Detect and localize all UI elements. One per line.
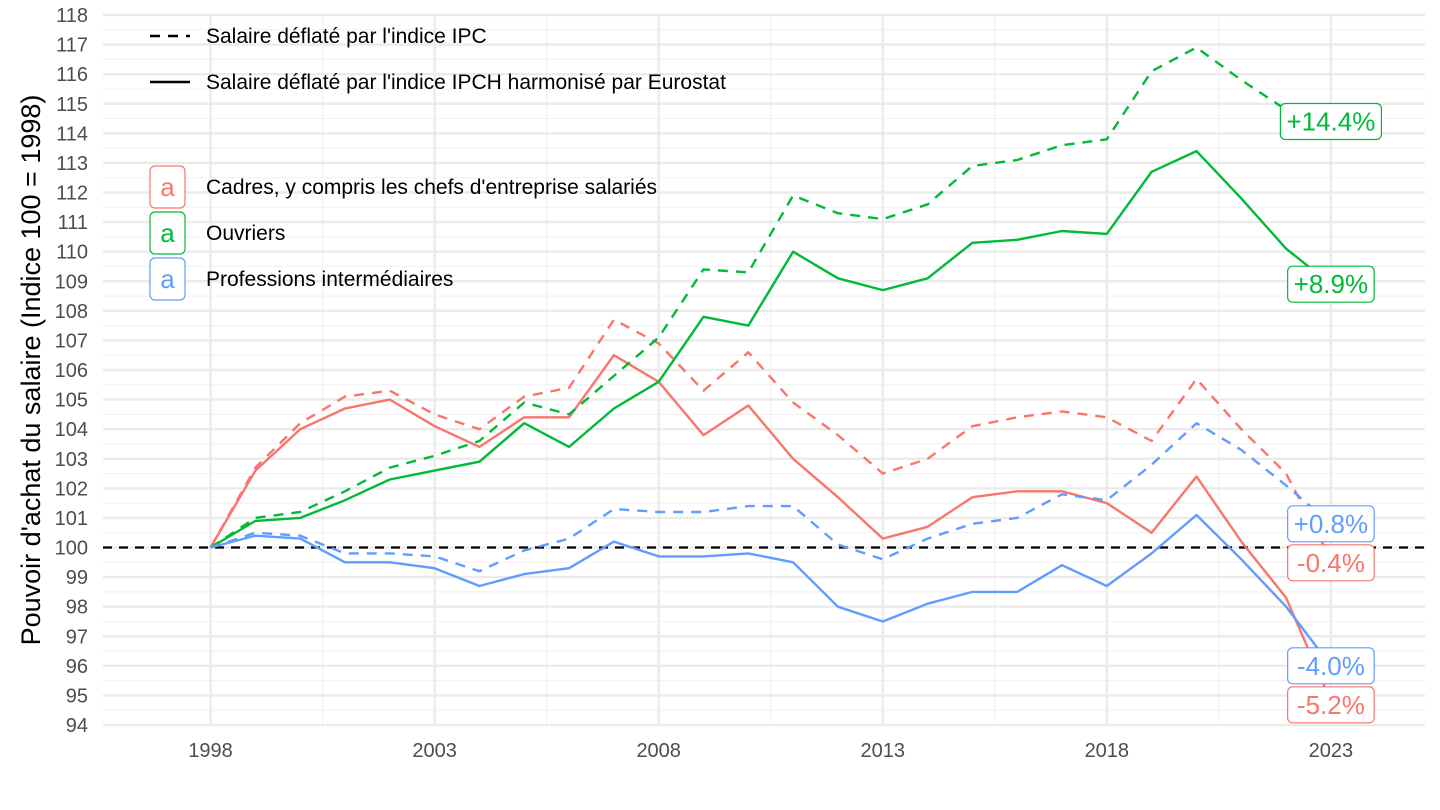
end-label: +0.8%	[1287, 505, 1375, 543]
end-labels: +14.4% +8.9% +0.8% -0.4% -4.0% -5.2%	[1279, 102, 1382, 724]
series-lines	[209, 46, 1333, 702]
y-tick-label: 99	[66, 567, 88, 589]
axes: 1998 2003 2008 2013 2018 2023 94 95 96 97 98 99 100 1…	[55, 5, 1354, 762]
y-tick-label: 101	[55, 508, 88, 530]
y-tick-label: 116	[56, 64, 88, 86]
end-label: +8.9%	[1287, 265, 1375, 303]
y-tick-label: 97	[66, 626, 88, 648]
y-tick-label: 105	[55, 390, 88, 412]
series-line	[210, 513, 1332, 667]
y-tick-label: 114	[56, 123, 88, 145]
end-label-text: -0.4%	[1297, 548, 1365, 578]
y-tick-label: 113	[56, 153, 88, 175]
y-tick-label: 95	[66, 685, 88, 707]
y-tick-label: 104	[55, 419, 88, 441]
y-tick-label: 117	[56, 35, 88, 57]
series-line	[209, 318, 1332, 560]
end-label-text: -5.2%	[1297, 690, 1365, 720]
legend-key-glyph: a	[160, 264, 175, 294]
end-label-text: +8.9%	[1294, 269, 1368, 299]
end-label-text: +14.4%	[1286, 107, 1375, 137]
y-tick-label: 96	[66, 656, 88, 678]
end-label-box	[1287, 265, 1375, 303]
grid-lines	[103, 13, 1425, 727]
end-label-box	[1287, 544, 1375, 582]
y-tick-label: 111	[58, 212, 88, 234]
legend-color-key	[149, 165, 186, 209]
end-label: +14.4%	[1279, 102, 1382, 141]
series-line	[209, 354, 1333, 702]
legend-label: Cadres, y compris les chefs d'entreprise…	[206, 176, 657, 199]
y-tick-label: 102	[55, 478, 88, 500]
end-label: -0.4%	[1287, 544, 1375, 582]
legend-key-glyph: a	[160, 218, 175, 248]
series-line	[209, 149, 1332, 549]
y-tick-label: 94	[66, 715, 88, 737]
x-tick-label: 2008	[636, 740, 681, 762]
y-tick-label: 107	[55, 330, 88, 352]
y-tick-label: 98	[66, 597, 88, 619]
y-tick-label: 110	[56, 242, 88, 264]
series-line	[209, 46, 1332, 549]
y-tick-label: 100	[55, 538, 88, 560]
x-tick-label: 2003	[412, 740, 457, 762]
y-tick-label: 118	[56, 5, 88, 27]
y-tick-label: 106	[55, 360, 88, 382]
end-label: -5.2%	[1287, 686, 1375, 724]
legend-color-key	[149, 211, 186, 255]
x-tick-label: 2013	[861, 740, 906, 762]
y-tick-label: 108	[55, 301, 88, 323]
end-label-box	[1279, 102, 1382, 141]
series-line	[210, 422, 1332, 573]
legend-key-glyph: a	[160, 172, 175, 202]
y-tick-label: 112	[56, 183, 88, 205]
y-axis-title: Pouvoir d'achat du salaire (Indice 100 =…	[16, 95, 46, 646]
legend-label: Salaire déflaté par l'indice IPC	[206, 25, 487, 48]
end-label-box	[1287, 686, 1375, 724]
y-tick-label: 109	[55, 271, 88, 293]
legend-label: Salaire déflaté par l'indice IPCH harmon…	[206, 71, 726, 94]
end-label-text: +0.8%	[1294, 509, 1368, 539]
x-tick-label: 2023	[1309, 740, 1354, 762]
x-tick-label: 2018	[1085, 740, 1130, 762]
legend-label: Ouvriers	[206, 222, 285, 245]
end-label-box	[1287, 647, 1375, 685]
end-label-box	[1287, 505, 1375, 543]
end-label: -4.0%	[1287, 647, 1375, 685]
y-tick-label: 115	[56, 94, 88, 116]
end-label-text: -4.0%	[1297, 651, 1365, 681]
legend: Salaire déflaté par l'indice IPC Salaire …	[149, 25, 726, 301]
legend-color-key	[149, 257, 186, 301]
legend-label: Professions intermédiaires	[206, 268, 453, 291]
x-tick-label: 1998	[188, 740, 233, 762]
y-tick-label: 103	[55, 449, 88, 471]
